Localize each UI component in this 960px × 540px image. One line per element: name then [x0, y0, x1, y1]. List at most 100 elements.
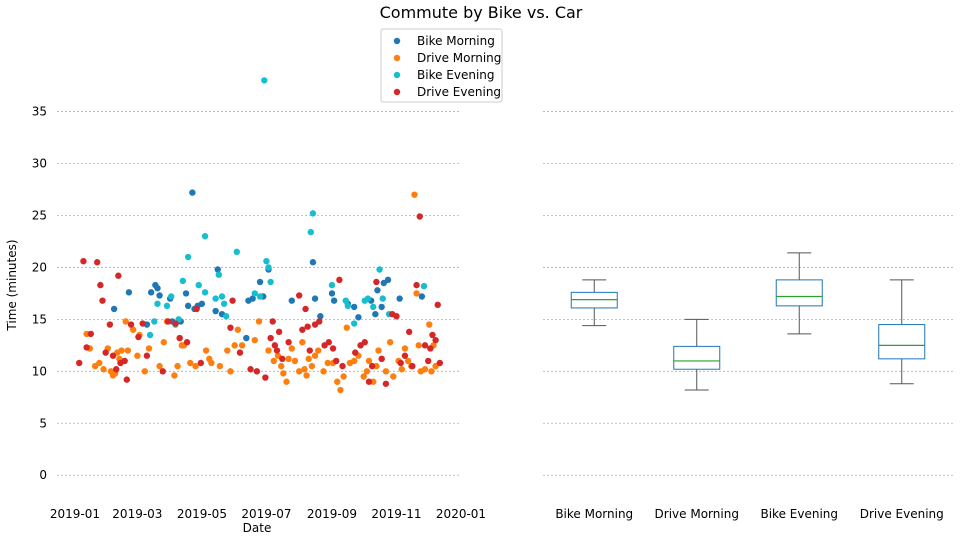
- data-point: [265, 264, 272, 271]
- data-point: [227, 368, 234, 375]
- x-tick-labels: 2019-01 2019-03 2019-05 2019-07 2019-09 2019-…: [50, 507, 486, 521]
- legend-marker: [393, 54, 401, 62]
- y-tick-label: 10: [32, 364, 47, 378]
- data-point: [255, 318, 263, 325]
- data-point: [365, 378, 373, 385]
- data-point: [80, 257, 87, 265]
- data-point: [336, 276, 343, 284]
- data-point: [273, 347, 281, 354]
- data-point: [425, 357, 432, 365]
- data-point: [256, 293, 264, 300]
- data-point: [159, 368, 166, 375]
- data-point: [141, 368, 148, 375]
- data-point: [197, 359, 205, 367]
- data-point: [195, 281, 202, 289]
- data-point: [288, 345, 295, 352]
- data-point: [87, 330, 95, 338]
- data-point: [121, 357, 128, 365]
- x-tick-label: 2019-11: [371, 507, 421, 521]
- data-point: [320, 368, 327, 375]
- y-tick-label: 35: [32, 105, 47, 119]
- data-point: [401, 352, 409, 359]
- data-point: [360, 373, 367, 380]
- data-point: [306, 347, 313, 354]
- data-point: [432, 336, 439, 344]
- data-point: [376, 266, 383, 273]
- data-point: [218, 293, 226, 300]
- data-point: [243, 334, 250, 342]
- data-point: [436, 359, 444, 367]
- y-axis-label: Time (minutes): [5, 239, 19, 331]
- data-point: [164, 318, 172, 325]
- data-point: [134, 352, 141, 359]
- box-body: [775, 279, 823, 307]
- data-point: [343, 324, 350, 331]
- data-point: [384, 276, 392, 284]
- data-point: [139, 320, 146, 327]
- data-point: [365, 357, 373, 365]
- data-point: [309, 259, 317, 266]
- data-point: [396, 295, 403, 302]
- data-point: [96, 359, 103, 367]
- data-point: [183, 339, 191, 346]
- data-point: [372, 310, 379, 318]
- data-point: [416, 213, 423, 220]
- data-point: [339, 362, 346, 370]
- data-point: [156, 362, 163, 370]
- data-point: [231, 342, 238, 349]
- data-point: [398, 366, 405, 373]
- legend-label: Drive Morning: [417, 51, 501, 65]
- data-point: [295, 292, 303, 299]
- data-point: [102, 349, 109, 356]
- data-point: [311, 352, 319, 359]
- data-point: [382, 380, 390, 387]
- scatter-gridlines: [57, 111, 461, 476]
- data-point: [83, 344, 90, 351]
- y-tick-labels: 0 5 10 15 20 25 30 35: [32, 105, 47, 483]
- data-point: [378, 303, 385, 311]
- data-point: [251, 290, 258, 297]
- data-point: [182, 290, 190, 297]
- data-point: [176, 334, 183, 342]
- data-point: [129, 326, 137, 333]
- x-tick-label: 2019-05: [177, 507, 227, 521]
- y-tick-label: 30: [32, 157, 47, 171]
- x-tick-label: 2019-01: [50, 507, 100, 521]
- x-axis-label: Date: [243, 521, 272, 535]
- data-point: [122, 318, 129, 325]
- data-point: [216, 362, 224, 370]
- data-point: [283, 378, 290, 385]
- data-point: [115, 272, 122, 279]
- data-point: [350, 303, 358, 311]
- data-point: [299, 326, 306, 333]
- data-point: [397, 359, 404, 367]
- box-plot: [570, 279, 618, 327]
- data-point: [238, 342, 246, 349]
- data-point: [427, 345, 434, 352]
- data-point: [201, 233, 209, 240]
- data-point: [305, 355, 312, 363]
- legend-marker: [393, 37, 401, 45]
- data-point: [330, 297, 338, 304]
- data-point: [208, 359, 215, 367]
- scatter-points: [76, 77, 444, 394]
- data-point: [393, 313, 400, 320]
- data-point: [334, 378, 341, 385]
- data-point: [151, 318, 158, 325]
- data-point: [233, 248, 240, 256]
- data-point: [295, 368, 303, 375]
- data-point: [270, 357, 278, 365]
- data-point: [350, 320, 358, 327]
- data-point: [375, 347, 382, 354]
- box-plot: [878, 279, 926, 385]
- data-point: [304, 323, 311, 330]
- data-point: [344, 302, 352, 310]
- data-point: [124, 347, 132, 354]
- data-point: [382, 368, 390, 375]
- box-body: [673, 345, 721, 370]
- data-point: [415, 342, 422, 349]
- data-point: [234, 326, 242, 333]
- category-tick-label: Bike Morning: [555, 507, 633, 521]
- data-point: [428, 368, 435, 375]
